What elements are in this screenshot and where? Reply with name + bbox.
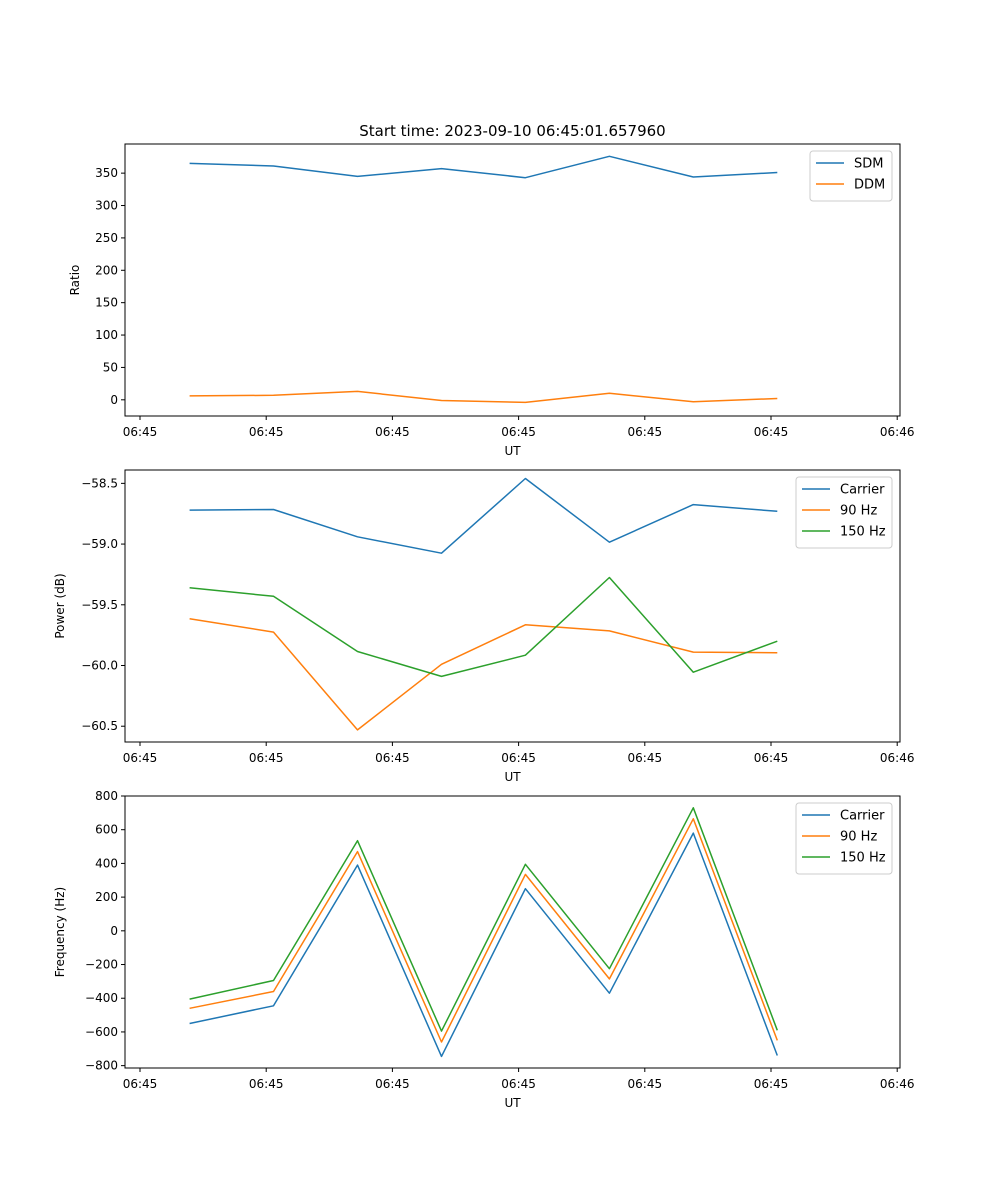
frequency-series-150-hz xyxy=(189,807,779,1032)
frequency-xtick-label: 06:45 xyxy=(249,1077,284,1091)
power-xtick-label: 06:45 xyxy=(249,751,284,765)
power-legend-label: Carrier xyxy=(840,483,885,498)
power-legend-label: 90 Hz xyxy=(840,504,877,519)
frequency-xtick-label: 06:45 xyxy=(754,1077,789,1091)
frequency-ytick-label: 800 xyxy=(95,789,118,803)
power-xtick-label: 06:45 xyxy=(501,751,536,765)
frequency-xlabel: UT xyxy=(504,1096,521,1110)
power-xlabel: UT xyxy=(504,770,521,784)
power-series-carrier xyxy=(189,477,778,554)
frequency-ylabel: Frequency (Hz) xyxy=(53,887,67,978)
ratio-ytick-label: 50 xyxy=(103,360,118,374)
ratio-xtick-label: 06:45 xyxy=(375,425,410,439)
frequency-xtick-label: 06:45 xyxy=(375,1077,410,1091)
ratio-series-sdm xyxy=(189,155,778,179)
ratio-legend-label: DDM xyxy=(854,178,885,193)
frequency-legend-label: 90 Hz xyxy=(840,830,877,845)
power-panel: 06:45 06:45 06:45 06:45 06:45 06:45 06:46 −60.5… xyxy=(53,469,915,784)
chart-panels: 06:45 06:45 06:45 06:45 06:45 06:45 06:46 0 50 10… xyxy=(53,143,915,1110)
frequency-ytick-label: 0 xyxy=(110,924,118,938)
frequency-series-90-hz xyxy=(189,818,779,1043)
ratio-xtick-label: 06:45 xyxy=(628,425,663,439)
power-ytick-label: −60.0 xyxy=(81,659,118,673)
frequency-series-carrier xyxy=(189,832,779,1058)
power-ytick-label: −60.5 xyxy=(81,719,118,733)
power-xtick-label: 06:45 xyxy=(628,751,663,765)
frequency-ytick-label: 400 xyxy=(95,856,118,870)
frequency-ytick-label: −400 xyxy=(85,991,118,1005)
frequency-xtick-label: 06:46 xyxy=(880,1077,915,1091)
frequency-xtick-label: 06:45 xyxy=(628,1077,663,1091)
ratio-axes-frame xyxy=(124,143,901,417)
frequency-ytick-label: −200 xyxy=(85,958,118,972)
power-series-90-hz xyxy=(189,618,778,731)
ratio-xtick-label: 06:46 xyxy=(880,425,915,439)
ratio-xtick-label: 06:45 xyxy=(754,425,789,439)
ratio-ytick-label: 150 xyxy=(95,296,118,310)
power-xtick-label: 06:45 xyxy=(123,751,158,765)
ratio-ytick-label: 0 xyxy=(110,393,118,407)
frequency-ytick-label: −800 xyxy=(85,1059,118,1073)
ratio-series-ddm xyxy=(189,390,778,404)
frequency-xtick-label: 06:45 xyxy=(501,1077,536,1091)
power-ylabel: Power (dB) xyxy=(53,573,67,638)
figure-title: Start time: 2023-09-10 06:45:01.657960 xyxy=(359,122,665,140)
ratio-xtick-label: 06:45 xyxy=(501,425,536,439)
frequency-xtick-label: 06:45 xyxy=(123,1077,158,1091)
frequency-ytick-label: 200 xyxy=(95,890,118,904)
power-xtick-label: 06:46 xyxy=(880,751,915,765)
ratio-ytick-label: 200 xyxy=(95,263,118,277)
power-xtick-label: 06:45 xyxy=(375,751,410,765)
power-axes-frame xyxy=(124,469,901,743)
power-xtick-label: 06:45 xyxy=(754,751,789,765)
power-series-150-hz xyxy=(189,576,778,678)
frequency-panel: 06:45 06:45 06:45 06:45 06:45 06:45 06:46 −800 −… xyxy=(53,789,914,1110)
ratio-legend-label: SDM xyxy=(854,157,883,172)
ratio-ytick-label: 100 xyxy=(95,328,118,342)
ratio-ytick-label: 350 xyxy=(95,166,118,180)
power-ytick-label: −59.5 xyxy=(81,598,118,612)
ratio-panel: 06:45 06:45 06:45 06:45 06:45 06:45 06:46 0 50 10… xyxy=(68,143,915,458)
power-legend-label: 150 Hz xyxy=(840,525,886,540)
ratio-ytick-label: 250 xyxy=(95,231,118,245)
frequency-ytick-label: 600 xyxy=(95,823,118,837)
frequency-legend: Carrier 90 Hz 150 Hz xyxy=(795,802,893,875)
power-legend: Carrier 90 Hz 150 Hz xyxy=(795,476,893,549)
ratio-ytick-label: 300 xyxy=(95,199,118,213)
frequency-axes-frame xyxy=(124,795,901,1069)
ratio-xlabel: UT xyxy=(504,444,521,458)
power-ytick-label: −58.5 xyxy=(81,476,118,490)
ratio-xtick-label: 06:45 xyxy=(123,425,158,439)
frequency-legend-label: 150 Hz xyxy=(840,851,886,866)
frequency-legend-label: Carrier xyxy=(840,809,885,824)
power-ytick-label: −59.0 xyxy=(81,537,118,551)
ratio-ylabel: Ratio xyxy=(68,265,82,296)
ratio-xtick-label: 06:45 xyxy=(249,425,284,439)
frequency-ytick-label: −600 xyxy=(85,1025,118,1039)
ratio-legend: SDM DDM xyxy=(809,150,893,202)
